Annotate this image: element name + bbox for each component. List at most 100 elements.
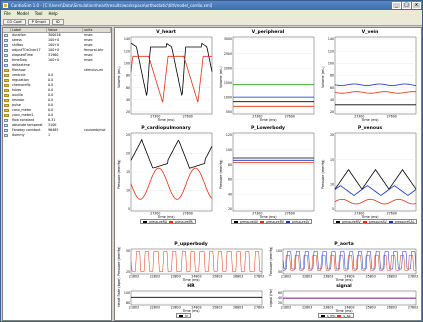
table-row[interactable]: regulation 0.0 (3, 78, 111, 83)
table-row[interactable]: adjustTOsOver17 100+0 femoral-bhr (3, 48, 111, 53)
table-row[interactable]: absolute temperat 310K (3, 123, 111, 128)
x-tick-label: 21803 (281, 275, 291, 279)
plot-signal[interactable]: 60 40 20 21803 22803 23803 24803 25803 26803 2780… (269, 284, 419, 320)
row-value: 0.0 (48, 93, 54, 97)
row-value: 300016 (48, 33, 61, 37)
table-row[interactable]: duration 300016 msec (3, 33, 111, 38)
plot-p-cardiopulmonary[interactable]: 25 20 15 10 5 27300 27600 P_cardiopulmonary Pres… (117, 126, 215, 226)
series-black (334, 169, 417, 190)
folder-icon (4, 109, 9, 112)
y-tick-label: 80 (126, 301, 130, 305)
plot-legend[interactable]: pressureAV pressureRV pressureLV (231, 219, 313, 224)
plot-p-lowerbody[interactable]: 120 100 80 60 40 20 27300 27600 P_Lowerbody Press… (219, 126, 317, 226)
menu-tool[interactable]: Tool (34, 11, 43, 16)
table-row[interactable]: ventrcle 0.0 (3, 73, 111, 78)
y-tick-label: 80 (126, 74, 130, 78)
plot-legend[interactable]: s_mu s_ao (318, 313, 354, 318)
row-label: pulse (12, 103, 21, 107)
header-icon-col (3, 28, 11, 32)
maximize-button[interactable]: □ (402, 2, 411, 9)
y-tick-label: 25 (126, 133, 130, 137)
parameter-table[interactable]: Label Value units duration 300016 msec stre… (2, 27, 112, 321)
toolbar: CO Coef P Smart ID (1, 18, 422, 26)
toolbar-button-p-smart[interactable]: P Smart (27, 19, 50, 25)
table-row[interactable]: fileshow stimulus-ml (3, 68, 111, 73)
plot-legend[interactable]: pressureRA pressurePA (140, 219, 196, 224)
x-tick-label: 27300 (252, 115, 262, 119)
legend-entry: pressureLV (291, 219, 310, 224)
plot-hr[interactable]: 100 80 21803 22803 23803 24803 25803 26803 27803… (117, 277, 265, 320)
table-row[interactable]: pulse 0.0 (3, 103, 111, 108)
series-red (334, 91, 417, 94)
table-row[interactable]: stress 100+0 msec (3, 38, 111, 43)
y-tick-label: 60 (330, 86, 334, 90)
row-value: 0.0 (48, 73, 54, 77)
plot-frame (130, 290, 263, 306)
x-tick-label: 23803 (323, 306, 333, 310)
row-label: adjustTOsOver17 (12, 48, 41, 52)
table-row[interactable]: deltaxtime (3, 63, 111, 68)
x-tick-label: 23803 (171, 275, 181, 279)
plot-v-peripheral[interactable]: 3000 2500 2000 1500 1000 500 27300 27600 V_perip… (219, 30, 317, 122)
row-value: 31960 (48, 53, 59, 57)
table-row[interactable]: Faraday constant 96485 coulomb/mol (3, 128, 111, 133)
header-units[interactable]: units (83, 28, 111, 32)
table-row[interactable]: chemoreflx 0.0 (3, 83, 111, 88)
plot-canvas: 20 15 10 5 27300 27600 (330, 132, 417, 216)
header-value[interactable]: Value (47, 28, 83, 32)
table-row[interactable]: resistor 0.0 (3, 98, 111, 103)
plot-v-heart[interactable]: 140 120 100 80 60 40 20 27300 27600 V_heart Volume… (117, 30, 215, 122)
table-row[interactable]: conv_meter 0.0 (3, 108, 111, 113)
menu-model[interactable]: Model (16, 11, 29, 16)
plot-title: P_aorta (334, 242, 354, 247)
table-row[interactable]: auxilla 0.0 (3, 93, 111, 98)
y-tick-label: 15 (330, 158, 334, 162)
y-tick-label: 80 (330, 74, 334, 78)
close-button[interactable]: x (412, 2, 421, 9)
menu-help[interactable]: Help (48, 11, 58, 16)
toolbar-button-id[interactable]: ID (51, 19, 64, 25)
app-icon (3, 3, 8, 8)
table-row[interactable]: conv_meter2 0.0 (3, 113, 111, 118)
row-label: conv_meter (12, 108, 32, 112)
x-tick-label: 22803 (150, 306, 160, 310)
folder-icon (4, 104, 9, 107)
x-tick-label: 27803 (254, 275, 264, 279)
plot-title: P_Lowerbody (250, 126, 286, 131)
plot-title: V_heart (156, 30, 176, 35)
table-row[interactable]: timeStep 100+0 msec (3, 58, 111, 63)
row-units: coulomb/mol (84, 128, 106, 132)
x-tick-label: 26803 (387, 306, 397, 310)
row-value: 1 (48, 133, 51, 137)
table-row[interactable]: dummy 1 (3, 133, 111, 138)
plot-v-vein[interactable]: 140 120 100 80 60 40 20 27300 27600 V_vein Volume … (321, 30, 419, 122)
title-bar[interactable]: CardioSim 1.0 - [C:\Users\Data\Simulatio… (1, 1, 422, 10)
header-label[interactable]: Label (11, 28, 47, 32)
plot-legend[interactable]: pressureMV pressureAV pressureSAL (333, 219, 418, 224)
legend-entry: pressureRV (265, 219, 284, 224)
table-row[interactable]: tubes 0.0 (3, 88, 111, 93)
y-tick-label: 80 (228, 163, 232, 167)
toolbar-button-co-coef[interactable]: CO Coef (3, 19, 26, 25)
plot-p-venous[interactable]: 20 15 10 5 27300 27600 P_venous Pressure (mmHg)… (321, 126, 419, 226)
parameter-icon (4, 44, 8, 47)
folder-icon (4, 79, 9, 82)
menu-file[interactable]: File (4, 11, 11, 16)
row-value: 100+0 (48, 58, 60, 62)
plot-p-aorta[interactable]: 100 50 21803 22803 23803 24803 25803 26803 27803… (269, 242, 419, 282)
minimize-button[interactable]: _ (392, 2, 401, 9)
row-units (83, 133, 111, 138)
table-row[interactable]: elapsedTime 31960 msec (3, 53, 111, 58)
table-row[interactable]: shiftau 100+0 msec (3, 43, 111, 48)
table-row[interactable]: flow constant 8.31 (3, 118, 111, 123)
plot-canvas: 3000 2500 2000 1500 1000 500 27300 27600 (224, 36, 315, 119)
x-axis-label: Time (ms) (182, 309, 200, 313)
row-label: regulation (12, 78, 29, 82)
x-tick-label: 27600 (285, 212, 295, 216)
plot-p-upperbody[interactable]: 50 25 21803 22803 23803 24803 25803 26803 27803 P… (117, 242, 265, 282)
plot-legend[interactable]: hr (176, 313, 192, 318)
row-units: msec (84, 43, 93, 47)
row-label: resistor (12, 98, 25, 102)
y-axis-label: Volume (mL) (321, 66, 325, 89)
